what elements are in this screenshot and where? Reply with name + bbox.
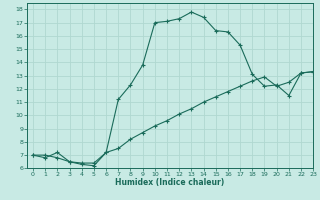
X-axis label: Humidex (Indice chaleur): Humidex (Indice chaleur) — [116, 178, 225, 187]
